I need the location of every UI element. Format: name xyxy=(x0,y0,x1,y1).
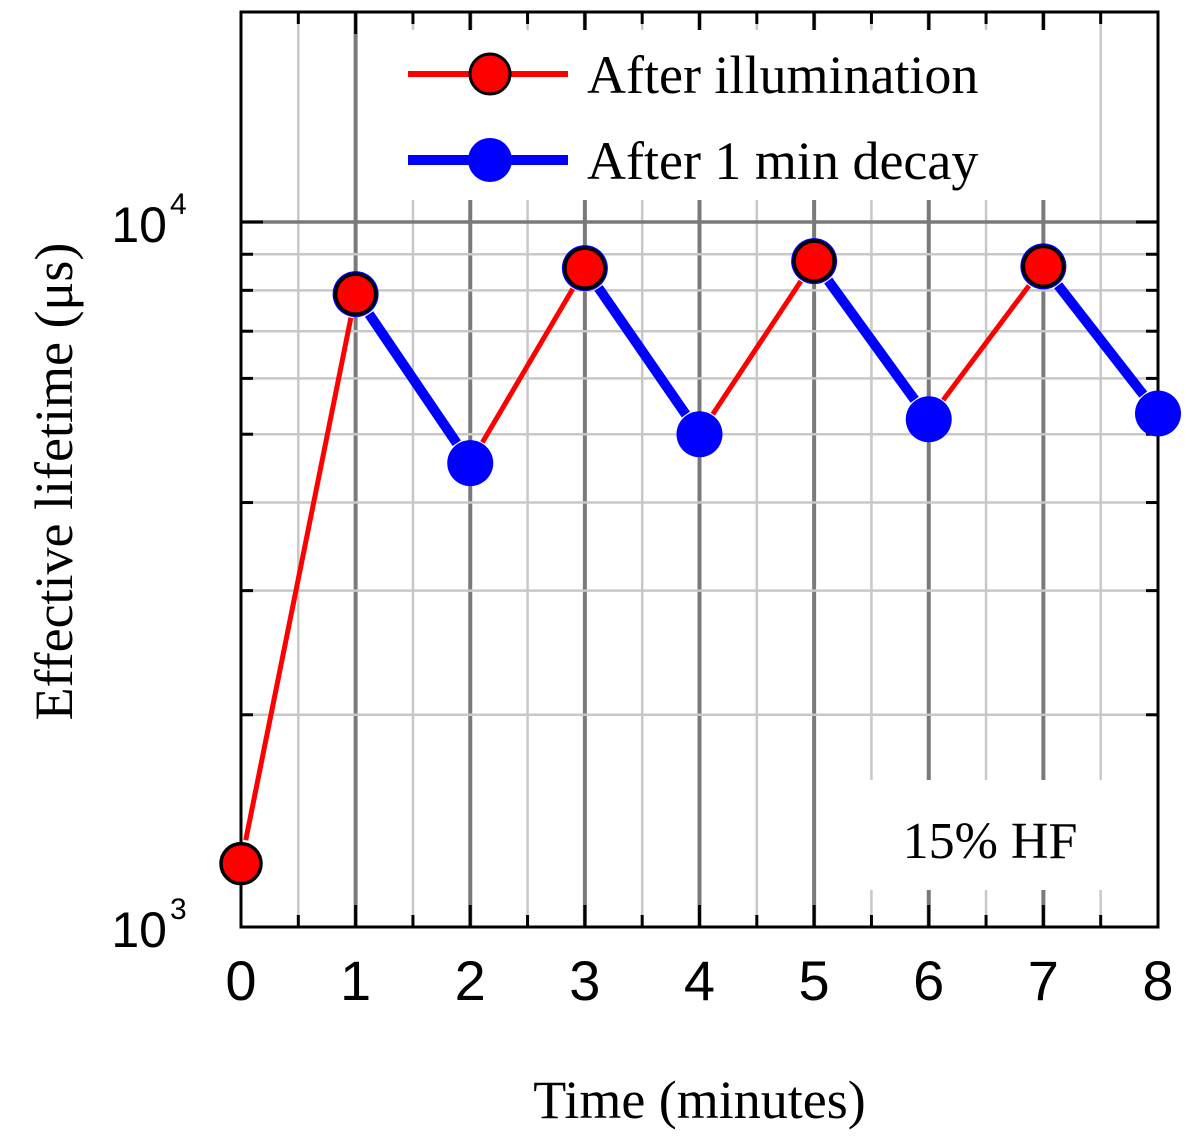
y-tick-label-base: 10 xyxy=(111,197,167,253)
x-tick-label: 5 xyxy=(799,949,830,1012)
series-line-after-illumination xyxy=(710,279,803,416)
marker-after-illumination xyxy=(563,246,607,290)
legend-label: After 1 min decay xyxy=(587,131,978,191)
series-line-after-illumination xyxy=(480,287,575,444)
legend-background xyxy=(400,30,1090,200)
x-tick-label: 8 xyxy=(1142,949,1173,1012)
x-tick-label: 6 xyxy=(913,949,944,1012)
series-line-after-decay xyxy=(364,311,461,447)
legend-item-after-decay: After 1 min decay xyxy=(408,131,978,191)
x-tick-label: 0 xyxy=(225,949,256,1012)
legend-label: After illumination xyxy=(587,45,978,105)
x-tick-label: 1 xyxy=(340,949,371,1012)
marker-after-illumination xyxy=(219,841,263,886)
annotation-text: 15% HF xyxy=(903,813,1078,870)
marker-after-decay xyxy=(447,440,494,487)
axis-tick-marks xyxy=(239,12,1160,929)
marker-after-decay xyxy=(905,396,952,443)
annotation-background xyxy=(868,780,1120,890)
x-tick-label: 4 xyxy=(684,949,715,1012)
series-line-after-decay xyxy=(824,277,919,403)
y-tick-label-exponent: 3 xyxy=(170,893,187,926)
x-axis-title: Time (minutes) xyxy=(533,1070,866,1130)
x-tick-label: 3 xyxy=(569,949,600,1012)
legend: After illumination After 1 min decay xyxy=(400,30,1090,200)
series-line-after-decay xyxy=(1054,282,1148,398)
series-markers xyxy=(219,238,1181,886)
y-axis-title: Effective lifetime (μs) xyxy=(24,243,84,721)
series-line-after-illumination xyxy=(243,317,354,841)
marker-after-decay xyxy=(1135,390,1181,437)
legend-marker-blue xyxy=(468,138,512,182)
series-line-after-decay xyxy=(594,285,690,418)
x-tick-label: 2 xyxy=(455,949,486,1012)
series-lines xyxy=(243,277,1148,841)
legend-marker-red xyxy=(468,52,512,96)
y-tick-label-base: 10 xyxy=(111,902,167,958)
marker-after-illumination xyxy=(792,239,836,283)
legend-item-after-illumination: After illumination xyxy=(408,45,978,105)
marker-after-illumination xyxy=(333,272,378,316)
x-tick-label: 7 xyxy=(1028,949,1059,1012)
y-tick-label-exponent: 4 xyxy=(170,188,187,221)
x-tick-labels: 0 1 2 3 4 5 6 7 8 xyxy=(225,949,1173,1012)
series-line-after-illumination xyxy=(941,284,1031,402)
marker-after-decay xyxy=(676,411,723,458)
marker-after-illumination xyxy=(1021,244,1066,289)
